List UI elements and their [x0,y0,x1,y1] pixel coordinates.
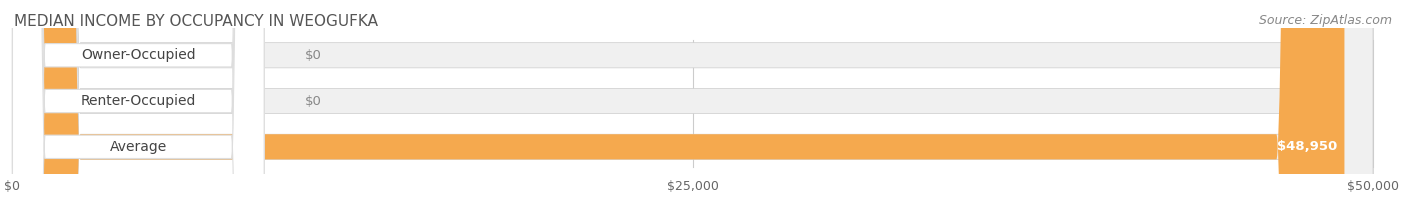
FancyBboxPatch shape [13,0,1374,197]
FancyBboxPatch shape [13,0,264,197]
FancyBboxPatch shape [13,0,1344,197]
FancyBboxPatch shape [13,0,264,197]
FancyBboxPatch shape [13,0,264,197]
Text: $0: $0 [305,95,322,108]
Text: Renter-Occupied: Renter-Occupied [80,94,195,108]
Text: Source: ZipAtlas.com: Source: ZipAtlas.com [1258,14,1392,27]
FancyBboxPatch shape [13,0,1374,197]
FancyBboxPatch shape [13,0,53,197]
Text: Owner-Occupied: Owner-Occupied [82,48,195,62]
Text: MEDIAN INCOME BY OCCUPANCY IN WEOGUFKA: MEDIAN INCOME BY OCCUPANCY IN WEOGUFKA [14,14,378,29]
Text: Average: Average [110,140,167,154]
FancyBboxPatch shape [13,0,53,197]
FancyBboxPatch shape [13,0,1374,197]
Text: $48,950: $48,950 [1278,140,1337,153]
Text: $0: $0 [305,49,322,62]
